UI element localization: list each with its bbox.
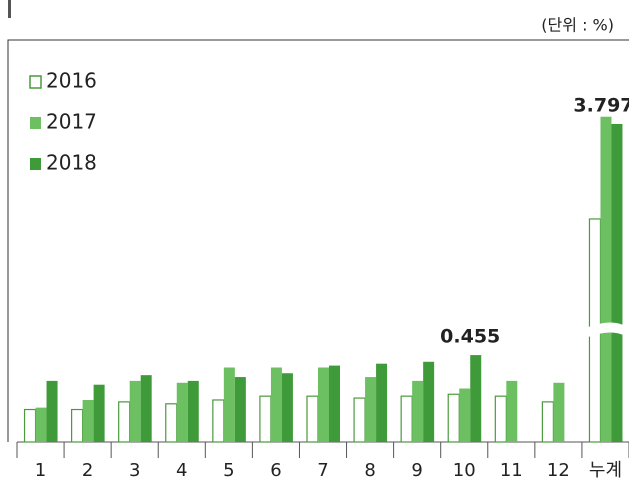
bar xyxy=(318,367,329,442)
bar xyxy=(46,380,58,442)
bar xyxy=(129,380,141,442)
bar xyxy=(187,380,199,442)
bar xyxy=(423,361,435,442)
x-tick-label: 7 xyxy=(317,460,328,481)
unit-label: (단위 : %) xyxy=(541,16,614,35)
bar xyxy=(353,397,366,443)
bar xyxy=(553,382,565,442)
bar xyxy=(376,363,388,442)
bar xyxy=(71,408,84,443)
x-tick-label: 6 xyxy=(270,460,281,481)
legend-swatch xyxy=(30,158,41,170)
bar xyxy=(223,367,235,442)
bar xyxy=(412,380,424,442)
bar xyxy=(329,365,340,442)
x-tick-label: 8 xyxy=(364,460,375,481)
bar xyxy=(212,399,225,443)
axis-break xyxy=(585,322,626,338)
bar xyxy=(506,380,518,442)
x-tick-label: 11 xyxy=(500,460,523,481)
legend-label: 2016 xyxy=(46,69,97,93)
bar xyxy=(459,388,471,442)
bar xyxy=(140,375,152,442)
bar xyxy=(281,373,293,442)
data-label: 3.797 xyxy=(573,94,629,116)
data-label: 0.455 xyxy=(440,326,500,348)
bar xyxy=(165,403,178,443)
bar xyxy=(541,401,554,443)
plot-frame xyxy=(7,39,629,442)
bar xyxy=(35,407,47,442)
x-tick-label: 9 xyxy=(411,460,422,481)
bar xyxy=(470,355,482,442)
bar xyxy=(82,399,94,442)
x-tick-label: 2 xyxy=(82,460,93,481)
x-tick-label: 10 xyxy=(453,460,476,481)
bar xyxy=(176,382,188,442)
bar xyxy=(259,395,272,443)
x-tick-label: 누계 xyxy=(589,460,622,481)
x-tick-label: 12 xyxy=(547,460,570,481)
corner-mark xyxy=(8,0,11,18)
bar xyxy=(494,395,507,443)
bar xyxy=(306,395,319,443)
x-tick-label: 3 xyxy=(129,460,140,481)
bar xyxy=(23,408,37,443)
x-tick-label: 5 xyxy=(223,460,234,481)
legend-swatch xyxy=(30,117,41,129)
x-tick-label: 1 xyxy=(35,460,46,481)
x-tick-label: 4 xyxy=(176,460,187,481)
bar xyxy=(611,123,623,443)
bar xyxy=(400,395,413,443)
bar xyxy=(600,116,612,443)
legend-label: 2018 xyxy=(46,151,97,175)
bar xyxy=(118,401,131,443)
bar xyxy=(93,384,105,442)
bar xyxy=(447,393,460,443)
bar xyxy=(270,367,282,442)
bar xyxy=(365,377,377,442)
legend-label: 2017 xyxy=(46,110,97,134)
bar xyxy=(234,377,246,442)
legend-swatch xyxy=(29,75,42,89)
